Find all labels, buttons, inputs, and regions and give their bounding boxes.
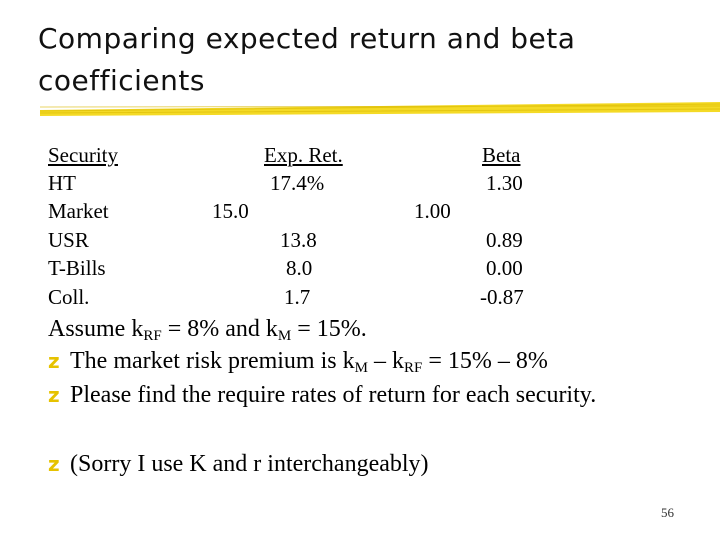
bullet-sorry-note: z (Sorry I use K and r interchangeably) [48, 449, 429, 479]
bullet1-sub-rf: RF [403, 360, 423, 376]
row-market-beta: 1.00 [414, 199, 451, 223]
row-market-security: Market [48, 199, 109, 223]
bullet1-suffix: = 15% – 8% [422, 348, 548, 374]
bullet1-text: The market risk premium is k [70, 348, 355, 374]
z-bullet-icon: z [48, 452, 60, 476]
assumption-prefix: Assume k [48, 316, 144, 342]
row-tbills-beta: 0.00 [486, 256, 523, 280]
page-number: 56 [661, 505, 674, 520]
header-beta: Beta [482, 143, 521, 167]
row-usr-exp-ret: 13.8 [280, 228, 317, 252]
bullet-market-risk-premium: z The market risk premium is kM – kRF = 1… [48, 346, 548, 383]
row-tbills-security: T-Bills [48, 256, 106, 280]
header-security: Security [48, 143, 118, 167]
bullet1-sub-m: M [354, 360, 368, 376]
row-coll-security: Coll. [48, 285, 90, 309]
row-coll-beta: -0.87 [480, 285, 524, 309]
bullet1-mid: – k [367, 348, 404, 374]
slide-title: Comparing expected return and beta coeff… [38, 18, 598, 102]
assumption-mid: = 8% and k [161, 316, 278, 342]
row-usr-beta: 0.89 [486, 228, 523, 252]
slide-title-line1: Comparing expected return and beta [38, 22, 576, 55]
title-highlighter-underline [40, 102, 720, 116]
assumption-sub-rf: RF [143, 328, 162, 344]
assumption-sub-m: M [277, 328, 292, 344]
z-bullet-icon: z [48, 383, 60, 407]
slide-title-line2: coefficients [38, 64, 205, 97]
bullet-find-required-rates: z Please find the require rates of return… [48, 380, 596, 410]
assumption-suffix: = 15%. [291, 316, 367, 342]
z-bullet-icon: z [48, 349, 60, 373]
header-exp-ret: Exp. Ret. [264, 143, 343, 167]
bullet3-text: (Sorry I use K and r interchangeably) [70, 451, 429, 477]
row-ht-security: HT [48, 171, 76, 195]
row-ht-exp-ret: 17.4% [270, 171, 325, 195]
assumption-line: Assume kRF = 8% and kM = 15%. [48, 314, 367, 351]
row-tbills-exp-ret: 8.0 [286, 256, 313, 280]
row-ht-beta: 1.30 [486, 171, 523, 195]
row-coll-exp-ret: 1.7 [284, 285, 311, 309]
bullet2-text: Please find the require rates of return … [70, 382, 597, 408]
row-market-exp-ret: 15.0 [212, 199, 249, 223]
row-usr-security: USR [48, 228, 89, 252]
